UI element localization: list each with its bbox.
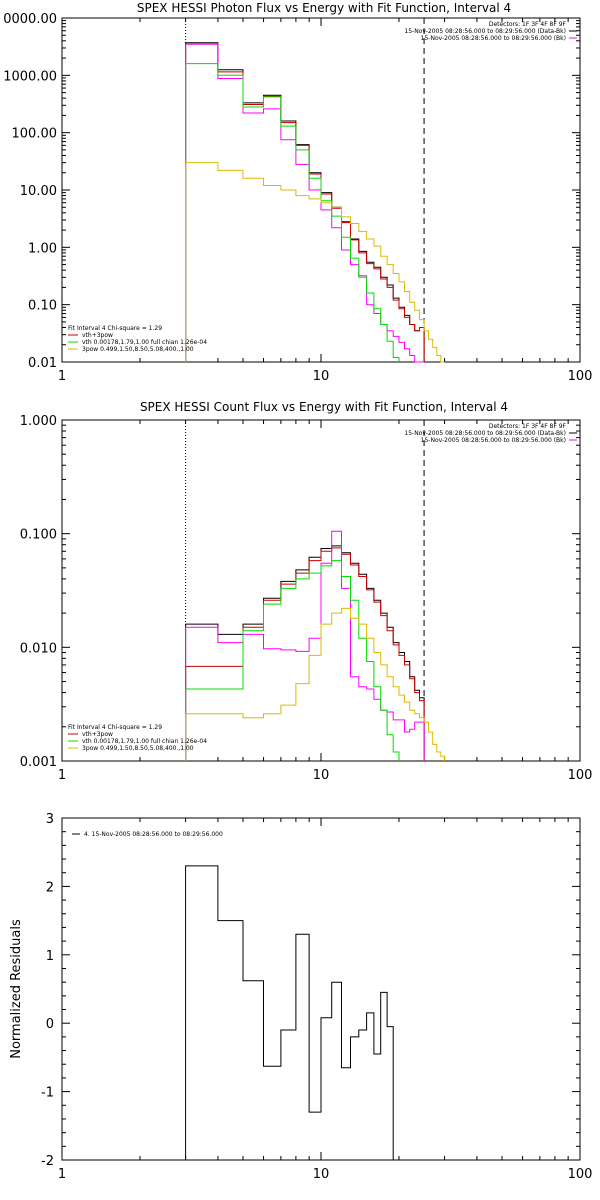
series-2-step-line: [185, 43, 425, 363]
left-legend-text: 3pow 0.499,1.50,8.50,5.08,400.,1.00: [82, 346, 194, 353]
x-tick-label: 10: [313, 768, 330, 783]
left-legend-text: 3pow 0.499,1.50,8.50,5.08,400.,1.00: [82, 745, 194, 752]
count-flux-title: SPEX HESSI Count Flux vs Energy with Fit…: [140, 400, 508, 414]
right-legend-text: 15-Nov-2005 08:28:56.000 to 08:29:56.000…: [404, 28, 566, 35]
left-legend-text: Fit Interval 4 Chi-square = 1.29: [68, 724, 162, 731]
x-tick-label: 100: [568, 1167, 593, 1182]
y-tick-label: 0.100: [20, 528, 57, 543]
x-tick-label: 1: [58, 768, 66, 783]
right-legend-text: 15-Nov-2005 08:28:56.000 to 08:29:56.000…: [421, 437, 566, 444]
y-tick-label: 0.10: [28, 299, 57, 314]
count-flux-panel: SPEX HESSI Count Flux vs Energy with Fit…: [20, 400, 593, 783]
y-tick-label: -1: [41, 1086, 54, 1101]
right-legend-text: Detectors: 1F 3F 4F 8F 9F: [489, 21, 567, 28]
left-legend-text: vth 0.00178,1.79,1.00 full chian 1.26e-0…: [82, 738, 207, 745]
y-tick-label: 0.010: [20, 641, 57, 656]
y-tick-label: 1.00: [28, 241, 57, 256]
left-legend-text: vth+3pow: [82, 332, 113, 339]
x-tick-label: 10: [313, 1167, 330, 1182]
x-tick-label: 100: [568, 768, 593, 783]
x-tick-label: 100: [568, 369, 593, 384]
y-tick-label: 0000.00: [3, 12, 57, 27]
x-tick-label: 1: [58, 369, 66, 384]
series-0-step-line: [185, 42, 425, 362]
series-0-step-line: [185, 865, 394, 1160]
right-legend-text: 15-Nov-2005 08:28:56.000 to 08:29:56.000…: [404, 430, 566, 437]
right-legend-text: Detectors: 1F 3F 4F 8F 9F: [489, 423, 567, 430]
series-4-step-line: [185, 607, 446, 761]
left-legend-text: Fit Interval 4 Chi-square = 1.29: [68, 325, 162, 332]
y-tick-label: 100.00: [12, 127, 58, 142]
residuals-ylabel: Normalized Residuals: [9, 919, 24, 1059]
y-tick-label: 0.001: [20, 755, 57, 770]
y-tick-label: 0.01: [28, 356, 57, 371]
photon-flux-title: SPEX HESSI Photon Flux vs Energy with Fi…: [137, 1, 511, 15]
series-1-step-line: [185, 43, 425, 362]
y-tick-label: 10.00: [20, 184, 57, 199]
y-tick-label: 0: [46, 1017, 54, 1032]
series-0-step-line: [185, 545, 425, 761]
left-legend-text: vth+3pow: [82, 731, 113, 738]
y-tick-label: 1: [46, 949, 54, 964]
x-tick-label: 10: [313, 369, 330, 384]
series-3-step-line: [185, 560, 400, 761]
y-tick-label: 1.000: [20, 414, 57, 429]
y-tick-label: 3: [46, 812, 54, 827]
right-legend-text: 15-Nov-2005 08:28:56.000 to 08:29:56.000…: [421, 35, 566, 42]
photon-flux-panel: SPEX HESSI Photon Flux vs Energy with Fi…: [3, 1, 592, 384]
x-tick-label: 1: [58, 1167, 66, 1182]
y-tick-label: 1000.00: [3, 69, 57, 84]
series-4-step-line: [185, 162, 445, 363]
series-3-step-line: [185, 63, 400, 362]
residuals-legend: 4. 15-Nov-2005 08:28:56.000 to 08:29:56.…: [84, 831, 223, 838]
left-legend-text: vth 0.00178,1.79,1.00 full chian 1.26e-0…: [82, 339, 207, 346]
series-1-step-line: [185, 547, 425, 761]
series-2-step-line: [185, 530, 425, 761]
y-tick-label: 2: [46, 880, 54, 895]
residuals-panel: Normalized Residuals 4. 15-Nov-2005 08:2…: [9, 812, 592, 1182]
y-tick-label: -2: [41, 1154, 54, 1169]
